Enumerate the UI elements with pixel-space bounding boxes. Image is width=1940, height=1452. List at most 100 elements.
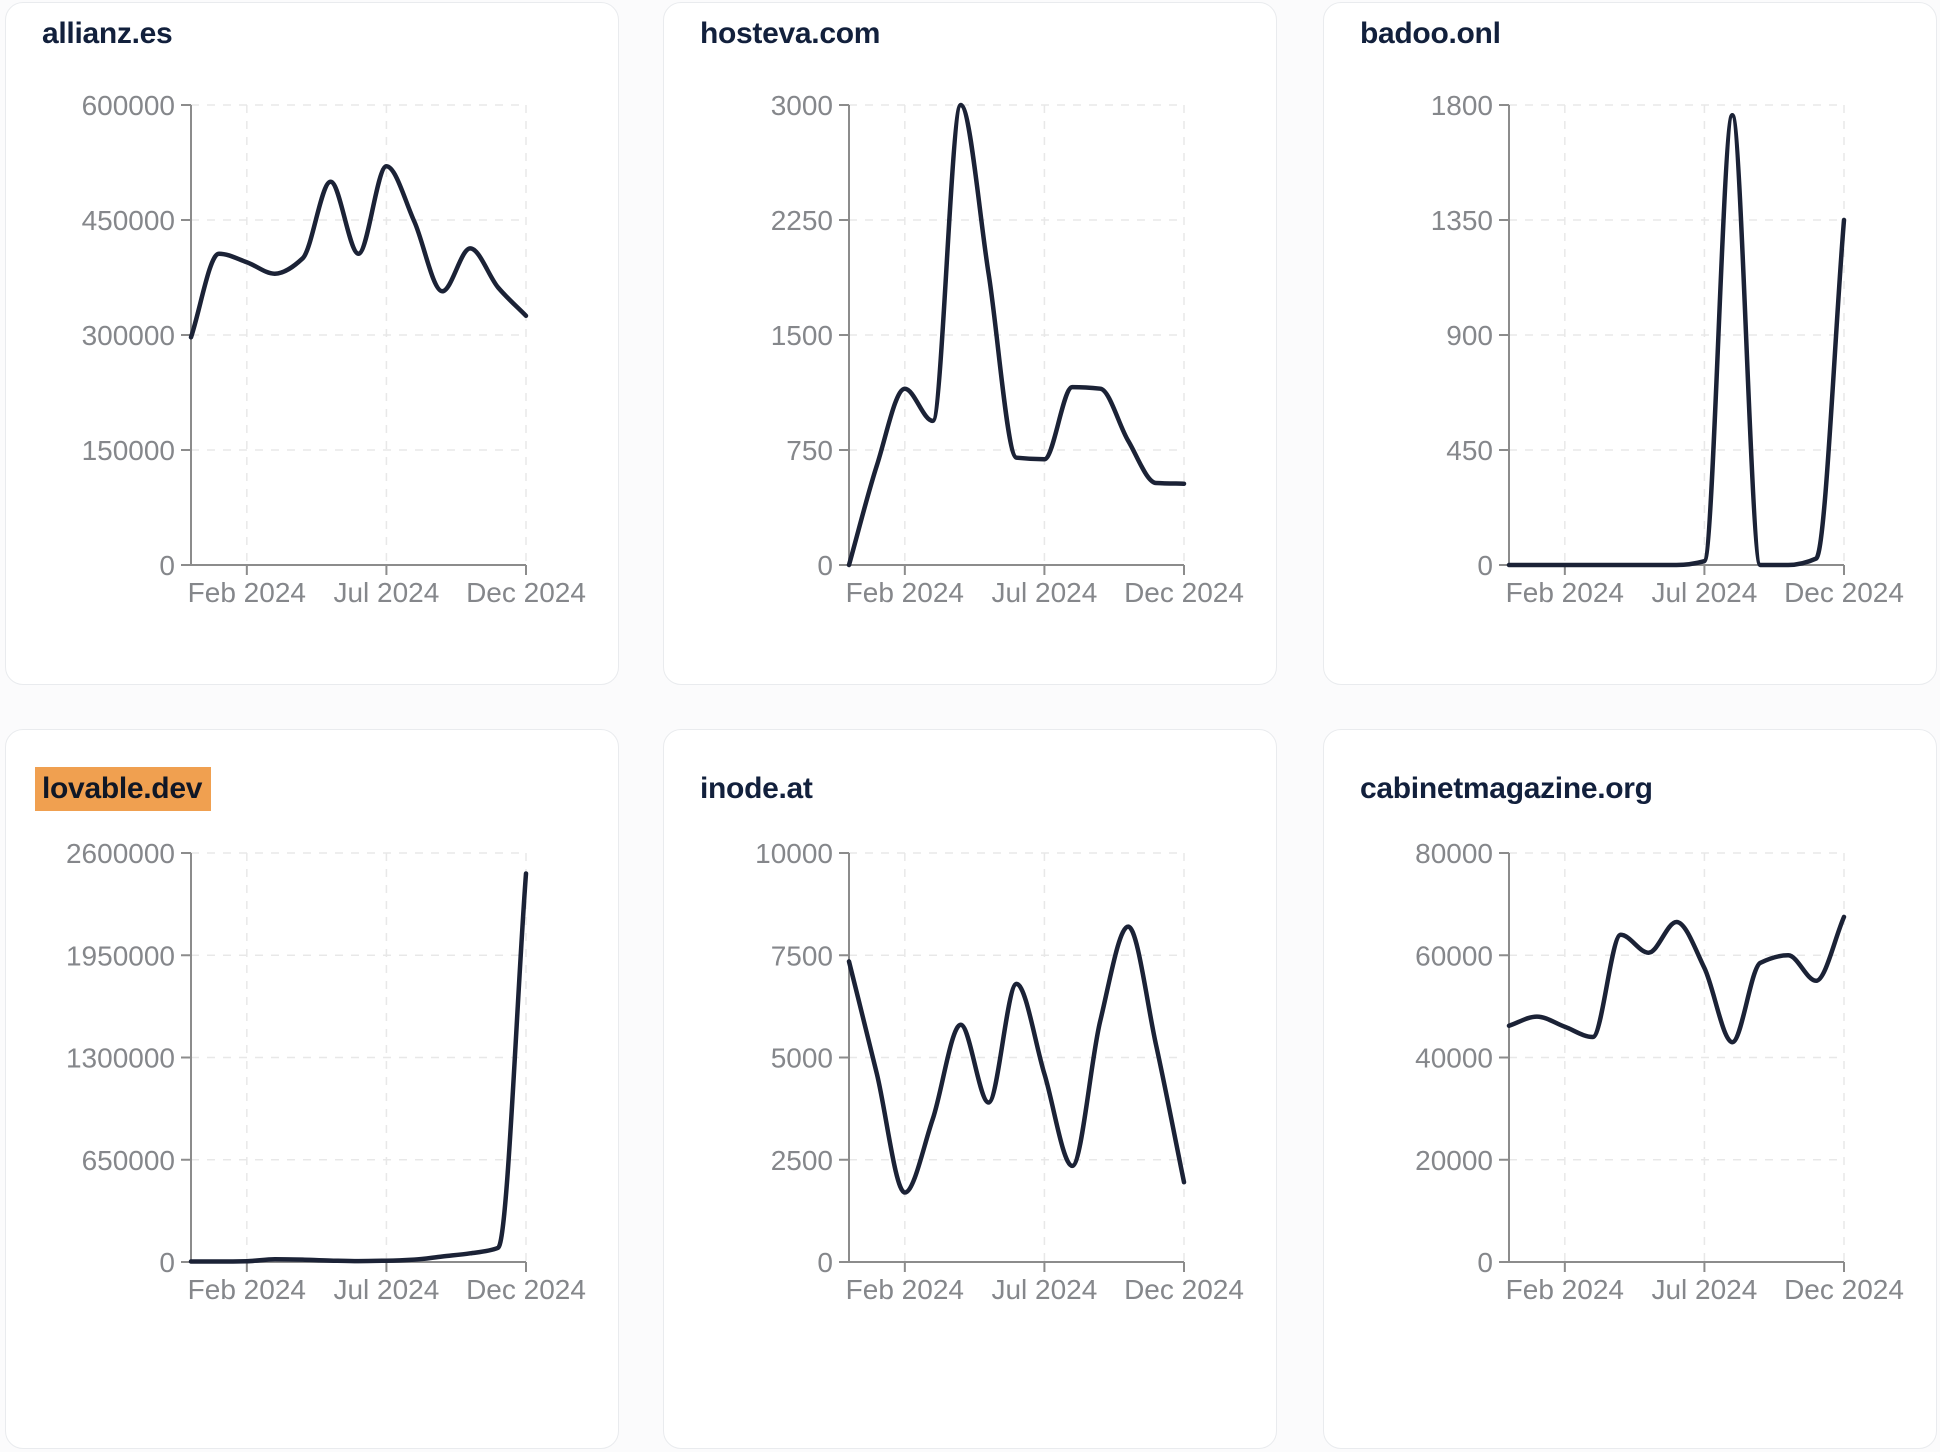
y-tick-label: 150000 bbox=[82, 435, 175, 466]
chart-card-inode-at: inode.at 0 2500 5000 7500 10000 Feb 2024 Jul 2… bbox=[663, 729, 1277, 1449]
domain-label: allianz.es bbox=[42, 17, 173, 50]
line-chart-svg: 0 450 900 1350 1800 Feb 2024 Jul 2024 Dec 2024 bbox=[1431, 90, 1904, 608]
series-line bbox=[846, 924, 1187, 1195]
y-tick-label: 0 bbox=[817, 550, 833, 581]
x-tick-label: Jul 2024 bbox=[991, 577, 1097, 608]
y-tick-labels: 0 450 900 1350 1800 bbox=[1431, 90, 1493, 581]
chart-title: badoo.onl bbox=[1360, 17, 1501, 51]
y-tick-label: 60000 bbox=[1415, 940, 1493, 971]
y-tick-label: 2500 bbox=[771, 1145, 833, 1176]
x-tick-label: Jul 2024 bbox=[1651, 577, 1757, 608]
x-tick-label: Jul 2024 bbox=[333, 577, 439, 608]
y-tick-label: 1300000 bbox=[66, 1043, 175, 1074]
x-tick-labels: Feb 2024 Jul 2024 Dec 2024 bbox=[1506, 577, 1904, 608]
y-tick-label: 600000 bbox=[82, 90, 175, 121]
y-tick-label: 7500 bbox=[771, 940, 833, 971]
chart-title: cabinetmagazine.org bbox=[1360, 772, 1653, 806]
chart-card-lovable-dev: lovable.dev 0 650000 1300000 1950000 2600000… bbox=[5, 729, 619, 1449]
axes bbox=[1499, 104, 1845, 575]
axes bbox=[839, 852, 1185, 1272]
y-tick-label: 5000 bbox=[771, 1043, 833, 1074]
series-line bbox=[1506, 112, 1847, 568]
x-tick-label: Feb 2024 bbox=[846, 1274, 964, 1305]
y-tick-label: 0 bbox=[1477, 1247, 1493, 1278]
y-tick-label: 0 bbox=[159, 550, 175, 581]
chart-title: inode.at bbox=[700, 772, 813, 806]
chart-title: hosteva.com bbox=[700, 17, 880, 51]
line-chart-svg: 0 650000 1300000 1950000 2600000 Feb 2024 Jul … bbox=[66, 838, 586, 1305]
x-tick-label: Dec 2024 bbox=[1124, 577, 1244, 608]
x-tick-labels: Feb 2024 Jul 2024 Dec 2024 bbox=[1506, 1274, 1904, 1305]
y-tick-label: 0 bbox=[817, 1247, 833, 1278]
gridlines bbox=[1509, 852, 1845, 1262]
y-tick-label: 650000 bbox=[82, 1145, 175, 1176]
x-tick-label: Dec 2024 bbox=[1124, 1274, 1244, 1305]
gridlines bbox=[191, 852, 527, 1262]
y-tick-label: 300000 bbox=[82, 320, 175, 351]
y-tick-label: 1950000 bbox=[66, 940, 175, 971]
y-tick-label: 2600000 bbox=[66, 838, 175, 869]
y-tick-label: 20000 bbox=[1415, 1145, 1493, 1176]
x-tick-label: Jul 2024 bbox=[1651, 1274, 1757, 1305]
line-chart-svg: 0 20000 40000 60000 80000 Feb 2024 Jul 2024 Dec… bbox=[1415, 838, 1904, 1305]
x-tick-label: Jul 2024 bbox=[333, 1274, 439, 1305]
x-tick-label: Feb 2024 bbox=[1506, 1274, 1624, 1305]
x-tick-labels: Feb 2024 Jul 2024 Dec 2024 bbox=[188, 1274, 586, 1305]
chart-title: allianz.es bbox=[42, 17, 173, 51]
x-tick-labels: Feb 2024 Jul 2024 Dec 2024 bbox=[846, 577, 1244, 608]
domain-label: badoo.onl bbox=[1360, 17, 1501, 50]
chart-card-hosteva-com: hosteva.com 0 750 1500 2250 3000 Feb 2024 Jul … bbox=[663, 2, 1277, 685]
gridlines bbox=[191, 104, 527, 565]
y-tick-label: 80000 bbox=[1415, 838, 1493, 869]
y-tick-labels: 0 2500 5000 7500 10000 bbox=[755, 838, 833, 1278]
x-tick-label: Feb 2024 bbox=[846, 577, 964, 608]
x-tick-labels: Feb 2024 Jul 2024 Dec 2024 bbox=[846, 1274, 1244, 1305]
domain-label: hosteva.com bbox=[700, 17, 881, 50]
y-tick-labels: 0 150000 300000 450000 600000 bbox=[82, 90, 175, 581]
chart-card-cabinetmagazine-org: cabinetmagazine.org 0 20000 40000 60000 8000… bbox=[1323, 729, 1937, 1449]
series-line bbox=[1506, 914, 1847, 1045]
y-tick-label: 40000 bbox=[1415, 1043, 1493, 1074]
gridlines bbox=[849, 104, 1185, 565]
line-chart-svg: 0 2500 5000 7500 10000 Feb 2024 Jul 2024 Dec 20… bbox=[755, 838, 1244, 1305]
domain-label: inode.at bbox=[700, 772, 813, 805]
y-tick-labels: 0 20000 40000 60000 80000 bbox=[1415, 838, 1493, 1278]
x-tick-label: Jul 2024 bbox=[991, 1274, 1097, 1305]
line-chart-svg: 0 150000 300000 450000 600000 Feb 2024 Jul 202… bbox=[82, 90, 586, 608]
y-tick-label: 1500 bbox=[771, 320, 833, 351]
series-line bbox=[188, 164, 529, 340]
x-tick-label: Dec 2024 bbox=[1784, 577, 1904, 608]
y-tick-label: 900 bbox=[1446, 320, 1493, 351]
domain-label-highlighted: lovable.dev bbox=[35, 767, 212, 811]
gridlines bbox=[1509, 104, 1845, 565]
x-tick-labels: Feb 2024 Jul 2024 Dec 2024 bbox=[188, 577, 586, 608]
y-tick-label: 1800 bbox=[1431, 90, 1493, 121]
x-tick-label: Feb 2024 bbox=[188, 577, 306, 608]
axes bbox=[181, 852, 527, 1272]
series-line bbox=[846, 102, 1187, 568]
y-tick-label: 10000 bbox=[755, 838, 833, 869]
gridlines bbox=[849, 852, 1185, 1262]
chart-card-allianz-es: allianz.es 0 150000 300000 450000 600000 Feb … bbox=[5, 2, 619, 685]
axes bbox=[1499, 852, 1845, 1272]
y-tick-label: 3000 bbox=[771, 90, 833, 121]
axes bbox=[839, 104, 1185, 575]
axes bbox=[181, 104, 527, 575]
y-tick-label: 0 bbox=[159, 1247, 175, 1278]
y-tick-label: 0 bbox=[1477, 550, 1493, 581]
series-line bbox=[188, 871, 529, 1264]
domain-label: cabinetmagazine.org bbox=[1360, 772, 1653, 805]
chart-title: lovable.dev bbox=[35, 767, 212, 811]
line-chart-svg: 0 750 1500 2250 3000 Feb 2024 Jul 2024 Dec 2024 bbox=[771, 90, 1244, 608]
y-tick-labels: 0 750 1500 2250 3000 bbox=[771, 90, 833, 581]
chart-card-badoo-onl: badoo.onl 0 450 900 1350 1800 Feb 2024 Jul 202… bbox=[1323, 2, 1937, 685]
y-tick-label: 750 bbox=[786, 435, 833, 466]
y-tick-labels: 0 650000 1300000 1950000 2600000 bbox=[66, 838, 175, 1278]
x-tick-label: Dec 2024 bbox=[466, 577, 586, 608]
x-tick-label: Dec 2024 bbox=[466, 1274, 586, 1305]
x-tick-label: Dec 2024 bbox=[1784, 1274, 1904, 1305]
x-tick-label: Feb 2024 bbox=[188, 1274, 306, 1305]
y-tick-label: 450 bbox=[1446, 435, 1493, 466]
y-tick-label: 2250 bbox=[771, 205, 833, 236]
